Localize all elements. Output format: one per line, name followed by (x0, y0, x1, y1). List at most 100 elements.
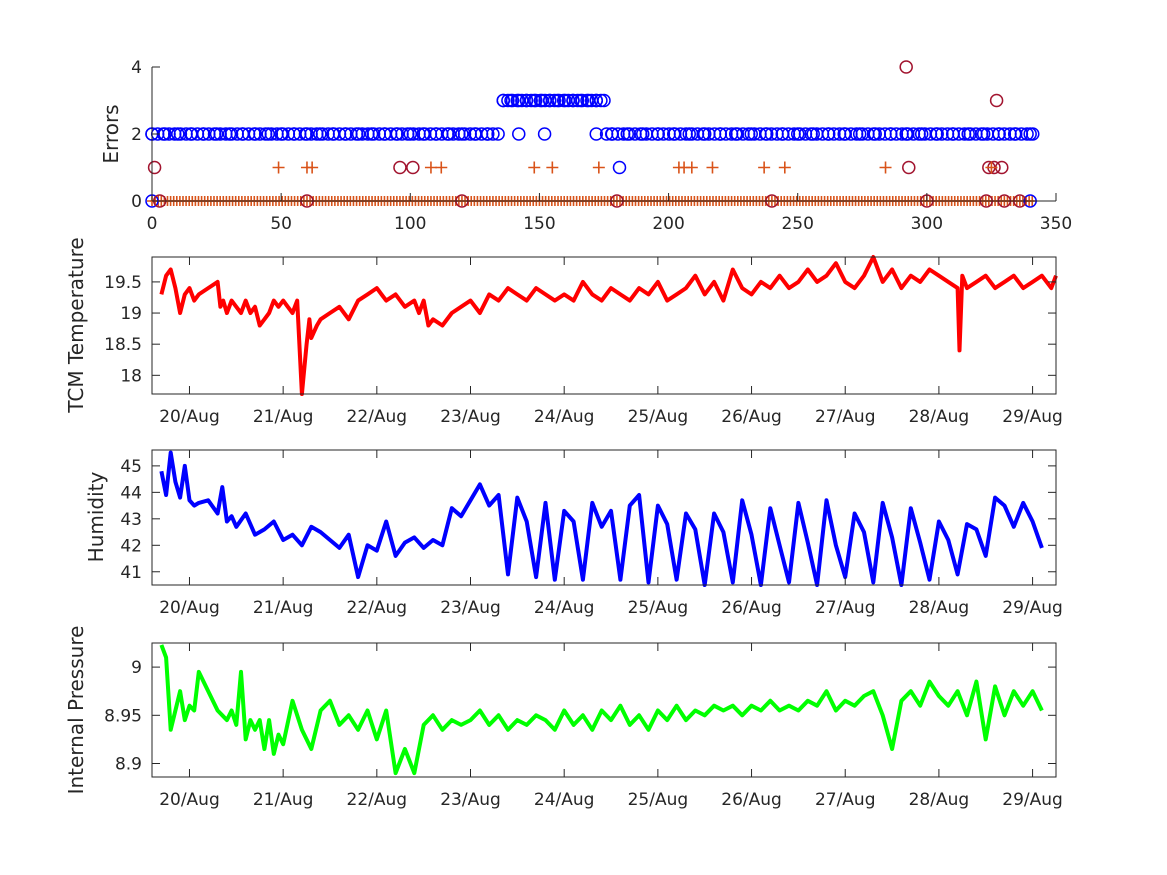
error-plus-marker (424, 161, 437, 174)
humidity-y-tick-label: 42 (120, 536, 142, 556)
pressure-ylabel: Internal Pressure (64, 626, 88, 795)
humidity-axes: 20/Aug 21/Aug 22/Aug 23/Aug 24/Aug 25/Aug 26/A… (120, 449, 1063, 618)
pressure-x-tick-label: 27/Aug (815, 790, 876, 810)
temperature-ylabel: TCM Temperature (64, 237, 88, 413)
error-circle-marker (491, 127, 505, 141)
humidity-x-tick-label: 28/Aug (909, 598, 970, 618)
error-circle-marker (538, 93, 552, 108)
error-circle-marker (512, 127, 526, 141)
error-circle-marker (547, 93, 562, 108)
error-circle-marker (524, 93, 538, 108)
error-circle-marker (480, 127, 495, 141)
humidity-x-tick-label: 29/Aug (1002, 598, 1063, 618)
errors-panel: Errors 0 50 100 150 200 250 300 350 0 2 4 (99, 58, 1072, 234)
pressure-x-tick-label: 21/Aug (253, 790, 314, 810)
error-circle-marker (589, 93, 604, 108)
humidity-series-line (159, 450, 1044, 587)
humidity-x-tick-label: 21/Aug (253, 598, 314, 618)
temperature-x-tick-label: 25/Aug (628, 407, 689, 427)
pressure-axes: 20/Aug 21/Aug 22/Aug 23/Aug 24/Aug 25/Aug 26/A… (104, 642, 1063, 810)
errors-y-tick-label: 4 (131, 58, 142, 78)
humidity-x-tick-label: 26/Aug (721, 598, 782, 618)
temperature-x-tick-label: 27/Aug (815, 407, 876, 427)
temperature-plot-box (151, 256, 1057, 395)
error-circle-marker (147, 160, 162, 175)
errors-y-tick-label: 0 (131, 192, 142, 212)
error-circle-marker (1026, 127, 1040, 141)
error-circle-marker (612, 160, 627, 175)
error-circle-marker (486, 127, 500, 141)
error-plus-marker (546, 161, 559, 174)
humidity-y-tick-label: 44 (120, 483, 142, 503)
errors-x-tick-label: 350 (1040, 214, 1072, 234)
humidity-marks (159, 450, 1044, 587)
humidity-x-tick-label: 20/Aug (159, 598, 220, 618)
error-circle-marker (575, 93, 590, 108)
errors-x-tick-label: 0 (147, 214, 158, 234)
errors-x-tick-label: 250 (781, 214, 813, 234)
pressure-x-tick-label: 26/Aug (721, 790, 782, 810)
temperature-axes: 20/Aug 21/Aug 22/Aug 23/Aug 24/Aug 25/Aug 26/A… (104, 256, 1063, 427)
error-circle-marker (515, 93, 529, 108)
humidity-y-tick-label: 45 (120, 457, 142, 477)
error-circle-marker (519, 93, 534, 108)
temperature-marks (159, 255, 1058, 396)
error-circle-marker (505, 93, 520, 108)
error-circle-marker (537, 127, 552, 141)
errors-x-tick-label: 100 (394, 214, 426, 234)
error-circle-marker (989, 93, 1004, 108)
error-plus-marker (435, 161, 448, 174)
error-plus-marker (879, 161, 892, 174)
error-circle-marker (533, 93, 548, 108)
error-plus-marker (985, 161, 998, 174)
humidity-plot-box (151, 449, 1057, 586)
humidity-ylabel: Humidity (84, 471, 108, 562)
error-circle-marker (501, 93, 515, 108)
error-circle-marker (566, 93, 580, 108)
pressure-plot-box (151, 642, 1057, 778)
error-circle-marker (594, 93, 608, 108)
pressure-y-tick-label: 8.9 (115, 755, 142, 775)
error-plus-marker (528, 161, 541, 174)
error-plus-marker (706, 161, 719, 174)
error-circle-marker (496, 93, 511, 108)
error-plus-marker (306, 161, 319, 174)
error-circle-marker (529, 93, 543, 108)
error-plus-marker (592, 161, 605, 174)
pressure-y-tick-label: 8.95 (104, 706, 142, 726)
error-plus-marker (272, 161, 285, 174)
error-plus-marker (758, 161, 771, 174)
pressure-panel: Internal Pressure 20/Aug 21/Aug 22/Aug 23/A… (64, 626, 1063, 810)
temperature-series-line (159, 255, 1058, 396)
temperature-x-tick-label: 24/Aug (534, 407, 595, 427)
temperature-x-tick-label: 22/Aug (347, 407, 408, 427)
humidity-x-tick-label: 23/Aug (440, 598, 501, 618)
temperature-y-tick-label: 19.5 (104, 273, 142, 293)
temperature-y-tick-label: 18.5 (104, 335, 142, 355)
humidity-x-tick-label: 27/Aug (815, 598, 876, 618)
error-circle-marker (561, 93, 576, 108)
error-circle-marker (393, 160, 407, 175)
error-circle-marker (902, 160, 916, 175)
error-plus-marker (778, 161, 791, 174)
errors-ylabel: Errors (99, 104, 123, 163)
errors-x-tick-label: 300 (911, 214, 943, 234)
temperature-x-tick-label: 20/Aug (159, 407, 220, 427)
errors-axes: 0 50 100 150 200 250 300 350 0 2 4 (131, 58, 1072, 234)
temperature-x-tick-label: 28/Aug (909, 407, 970, 427)
temperature-x-tick-label: 29/Aug (1002, 407, 1063, 427)
error-circle-marker (899, 60, 913, 74)
error-circle-marker (589, 127, 604, 141)
humidity-y-tick-label: 43 (120, 510, 142, 530)
error-circle-marker (570, 93, 585, 108)
humidity-x-tick-label: 24/Aug (534, 598, 595, 618)
error-circle-marker (543, 93, 557, 108)
temperature-panel: TCM Temperature 20/Aug 21/Aug 22/Aug 23/Aug… (64, 237, 1063, 427)
pressure-x-tick-label: 24/Aug (534, 790, 595, 810)
pressure-x-tick-label: 20/Aug (159, 790, 220, 810)
pressure-series-line (159, 644, 1044, 776)
pressure-x-tick-label: 25/Aug (628, 790, 689, 810)
temperature-y-tick-label: 19 (120, 304, 142, 324)
